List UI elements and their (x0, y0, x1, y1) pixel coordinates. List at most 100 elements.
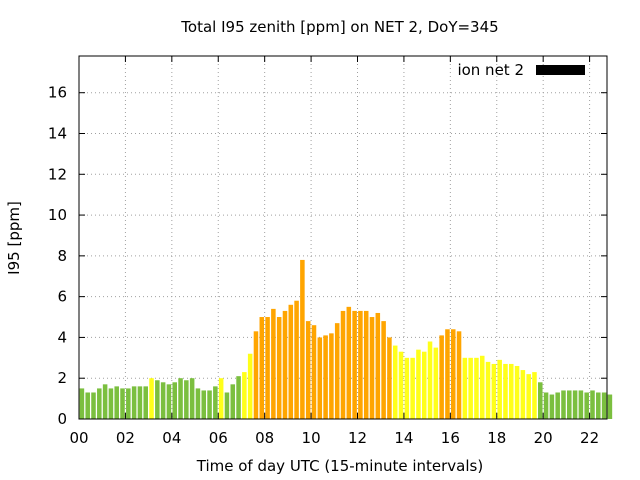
x-axis-label: Time of day UTC (15-minute intervals) (196, 457, 483, 475)
y-axis-label: I95 [ppm] (5, 201, 23, 275)
bar (120, 388, 125, 419)
x-tick-label: 00 (69, 429, 88, 447)
bar (340, 310, 346, 419)
bar (323, 335, 328, 419)
y-tick-label: 10 (48, 206, 67, 224)
bar (607, 394, 613, 419)
bar (520, 370, 526, 419)
bar (288, 304, 294, 419)
bar (427, 341, 433, 419)
bar (491, 363, 497, 419)
bar (311, 325, 317, 419)
y-tick-label: 2 (57, 369, 67, 387)
legend-swatch (536, 65, 585, 75)
bar (172, 382, 177, 419)
bar (329, 333, 334, 419)
bar (143, 386, 148, 419)
bar (79, 388, 85, 419)
bar (195, 388, 201, 419)
bar (392, 345, 398, 419)
bar (224, 392, 230, 419)
bar (108, 388, 114, 419)
bar (352, 310, 357, 419)
bar (398, 351, 404, 419)
bar (561, 390, 566, 419)
bar (305, 321, 311, 419)
x-tick-label: 20 (534, 429, 553, 447)
bar (265, 317, 270, 419)
bar (213, 386, 218, 419)
bar (259, 317, 265, 419)
bar (358, 310, 363, 419)
bar (137, 386, 143, 419)
bar (456, 331, 462, 419)
bar (485, 361, 491, 419)
bar (85, 392, 90, 419)
bar (439, 335, 444, 419)
bar (294, 300, 299, 419)
bar (346, 306, 352, 419)
y-tick-label: 4 (57, 328, 67, 346)
bar (601, 392, 607, 419)
x-tick-label: 06 (209, 429, 228, 447)
legend: ion net 2 (457, 61, 585, 79)
bar (433, 347, 439, 419)
bar (497, 359, 502, 419)
bar (126, 388, 131, 419)
bar (462, 357, 468, 419)
bar (131, 386, 137, 419)
y-tick-label: 6 (57, 288, 67, 306)
bar (369, 317, 375, 419)
bar (532, 372, 537, 419)
x-tick-label: 14 (394, 429, 413, 447)
x-tick-label: 12 (348, 429, 367, 447)
bar (178, 378, 183, 419)
bar (578, 390, 584, 419)
y-tick-label: 0 (57, 410, 67, 428)
bar (102, 384, 108, 419)
bar (363, 310, 369, 419)
x-tick-label: 04 (162, 429, 181, 447)
bars (79, 259, 613, 419)
chart-title: Total I95 zenith [ppm] on NET 2, DoY=345 (180, 18, 498, 36)
bar (514, 365, 520, 419)
y-tick-label: 14 (48, 124, 67, 142)
bar (468, 357, 473, 419)
bar (236, 376, 241, 419)
bar (421, 351, 427, 419)
y-tick-label: 16 (48, 84, 67, 102)
bar (166, 384, 172, 419)
bar (282, 310, 288, 419)
bar (572, 390, 578, 419)
x-axis: 00 02 04 06 08 10 12 14 16 18 20 22 (69, 56, 599, 447)
bar (253, 331, 259, 419)
bar (584, 392, 589, 419)
bar (201, 390, 207, 419)
bar (184, 380, 189, 419)
bar (404, 357, 410, 419)
x-tick-label: 18 (487, 429, 506, 447)
bar (416, 349, 421, 419)
x-tick-label: 02 (116, 429, 135, 447)
bar (555, 392, 560, 419)
bar (317, 337, 323, 419)
bar (97, 388, 102, 419)
bar (526, 374, 531, 419)
bar (375, 312, 381, 419)
bar (218, 378, 224, 419)
bar (387, 337, 392, 419)
bar (549, 394, 555, 419)
bar (509, 363, 514, 419)
bar (247, 353, 253, 419)
bar (114, 386, 119, 419)
bar (276, 317, 282, 419)
bar (474, 357, 479, 419)
bar (155, 380, 160, 419)
x-tick-label: 10 (302, 429, 321, 447)
bar (567, 390, 572, 419)
bar (445, 329, 450, 419)
bar (149, 378, 154, 419)
bar (189, 378, 195, 419)
bar (230, 384, 236, 419)
